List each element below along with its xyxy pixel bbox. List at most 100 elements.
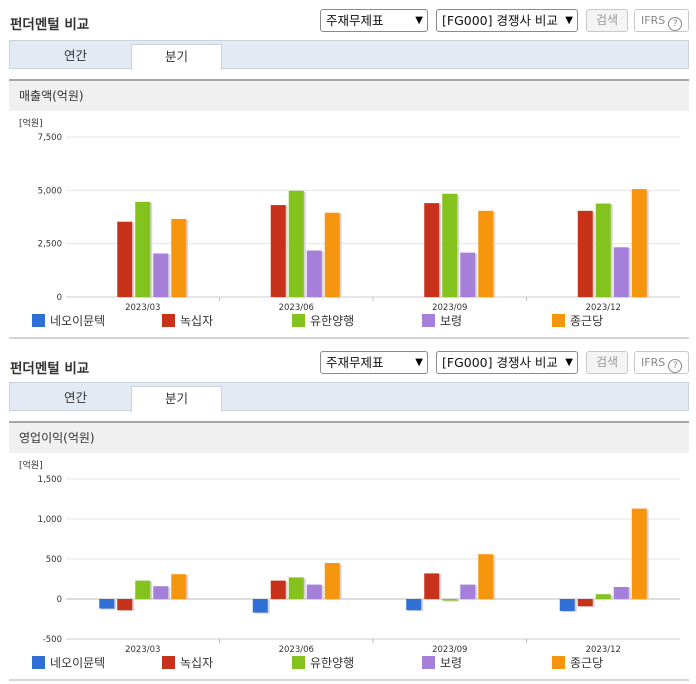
legend-item[interactable]: 보령 [422,655,462,671]
search-button[interactable]: 검색 [586,9,628,32]
legend-label: 유한양행 [310,656,355,670]
chart-box: 영업이익(억원) [9,421,689,681]
legend-label: 네오이뮨텍 [50,656,106,670]
bar[interactable] [631,508,647,599]
bar[interactable] [117,599,133,611]
ifrs-help-button[interactable]: IFRS? [634,9,689,32]
y-unit-label: [억원] [19,459,43,471]
bar[interactable] [424,203,440,297]
bar[interactable] [406,599,422,611]
chevron-down-icon: ▼ [565,15,573,26]
y-tick-label: 2,500 [38,240,62,250]
ifrs-label: IFRS [641,14,666,27]
bar[interactable] [324,563,340,599]
search-button[interactable]: 검색 [586,351,628,374]
bar[interactable] [324,212,340,297]
bar[interactable] [171,574,187,599]
legend-label: 종근당 [570,656,604,670]
bar[interactable] [306,584,322,599]
bar[interactable] [99,599,115,609]
legend-label: 보령 [440,314,463,328]
legend-swatch [422,656,435,669]
legend-swatch [292,314,305,327]
bar[interactable] [460,584,476,599]
legend-item[interactable]: 유한양행 [292,655,354,671]
legend-label: 녹십자 [180,656,214,670]
bar[interactable] [442,599,458,601]
bar[interactable] [270,205,286,297]
chevron-down-icon: ▼ [415,15,423,26]
legend-item[interactable]: 유한양행 [292,313,354,329]
bar[interactable] [306,250,322,297]
bar[interactable] [288,190,304,297]
x-tick-label: 2023/09 [432,303,467,313]
bar[interactable] [613,247,629,297]
metric-header: 영업이익(억원) [9,423,689,453]
section-title: 펀더멘털 비교 [10,361,90,377]
legend-item[interactable]: 녹십자 [162,313,213,329]
y-tick-label: 0 [57,293,62,303]
legend-item[interactable]: 녹십자 [162,655,213,671]
tab-annual[interactable]: 연간 [63,48,87,63]
legend-item[interactable]: 네오이뮨텍 [32,655,105,671]
x-tick-label: 2023/09 [432,645,467,655]
bar[interactable] [613,587,629,599]
period-tabs: 연간 분기 [9,40,689,70]
y-tick-label: 5,000 [38,186,62,196]
y-tick-label: 1,000 [38,515,62,525]
legend-swatch [422,314,435,327]
bar[interactable] [135,201,151,297]
bar[interactable] [171,218,187,297]
bar[interactable] [595,203,611,297]
legend-swatch [162,314,175,327]
legend-label: 녹십자 [180,314,214,328]
legend-item[interactable]: 종근당 [552,313,603,329]
legend-label: 유한양행 [310,314,355,328]
legend-swatch [162,656,175,669]
period-tabs: 연간 분기 [9,382,689,412]
bar[interactable] [460,252,476,297]
legend-swatch [32,314,45,327]
legend-item[interactable]: 보령 [422,313,462,329]
tab-annual[interactable]: 연간 [63,390,87,405]
bar[interactable] [117,221,133,297]
bar[interactable] [577,210,593,297]
y-tick-label: 0 [57,595,62,605]
bar[interactable] [595,594,611,599]
revenue-chart: [억원] 0 2,500 5,000 7,500 2023/03 2023/06 2023/0… [19,117,680,313]
legend-label: 종근당 [570,314,604,328]
statement-select[interactable]: 주재무제표 ▼ [320,9,428,32]
bar[interactable] [153,253,169,297]
statement-select[interactable]: 주재무제표 ▼ [320,351,428,374]
bar[interactable] [442,193,458,297]
legend-item[interactable]: 종근당 [552,655,603,671]
statement-select-value: 주재무제표 [326,355,384,370]
ifrs-help-button[interactable]: IFRS? [634,351,689,374]
bar[interactable] [424,573,440,599]
legend-swatch [292,656,305,669]
bar[interactable] [288,577,304,599]
bar-shadow [444,600,460,602]
bar[interactable] [559,599,575,611]
bar[interactable] [153,586,169,599]
help-icon: ? [668,17,683,31]
bar[interactable] [577,599,593,607]
peer-group-select[interactable]: [FG000] 경쟁사 비교 ▼ [436,351,578,374]
x-tick-label: 2023/12 [586,645,621,655]
statement-select-value: 주재무제표 [326,13,384,28]
legend-swatch [552,656,565,669]
bar[interactable] [270,580,286,599]
tab-quarterly[interactable]: 분기 [131,386,222,412]
legend-item[interactable]: 네오이뮨텍 [32,313,105,329]
tab-quarterly[interactable]: 분기 [131,44,222,70]
peer-group-select[interactable]: [FG000] 경쟁사 비교 ▼ [436,9,578,32]
x-tick-label: 2023/06 [279,303,314,313]
bar[interactable] [252,599,268,613]
legend-label: 보령 [440,656,463,670]
metric-header: 매출액(억원) [9,81,689,111]
bar[interactable] [631,189,647,297]
bar[interactable] [478,210,494,297]
bar[interactable] [135,580,151,599]
bar[interactable] [478,554,494,599]
